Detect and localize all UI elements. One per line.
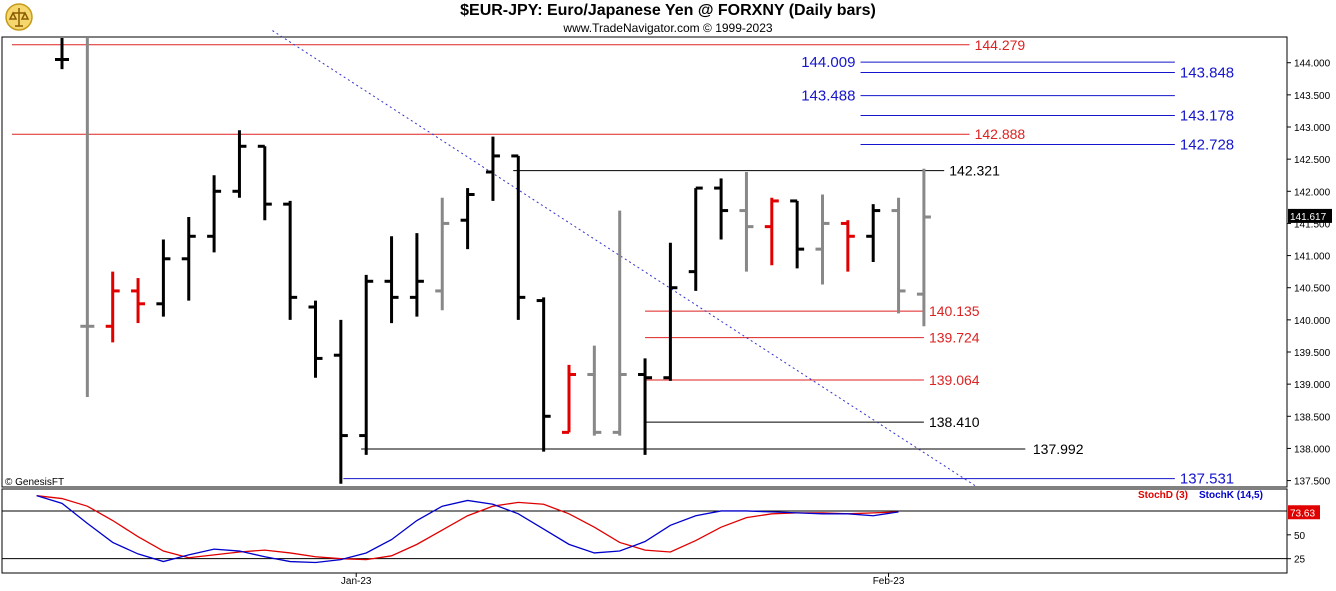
time-axis: Jan-23 Feb-23	[341, 573, 905, 587]
level-label: 139.064	[929, 372, 980, 388]
price-axis-tick-label: 141.000	[1294, 252, 1331, 263]
stochastic-value-box	[1288, 505, 1320, 520]
price-axis-tick-label: 143.000	[1294, 123, 1331, 134]
level-label: 143.178	[1180, 108, 1234, 125]
level-label: 144.279	[975, 37, 1026, 53]
level-label: 138.410	[929, 414, 980, 430]
chart-title: $EUR-JPY: Euro/Japanese Yen @ FORXNY (Da…	[460, 2, 876, 19]
level-label: 142.321	[949, 163, 1000, 179]
level-label: 140.135	[929, 303, 980, 319]
tradenavigator-logo-icon	[5, 3, 33, 31]
price-axis-tick-label: 142.000	[1294, 187, 1331, 198]
last-price-label: 141.617	[1290, 212, 1327, 223]
level-label: 143.848	[1180, 64, 1234, 81]
stochastic-series-line	[36, 495, 899, 561]
time-axis-label: Jan-23	[341, 576, 372, 587]
price-axis-tick-label: 143.500	[1294, 91, 1331, 102]
trend-line	[272, 30, 978, 488]
price-axis-tick-label: 139.500	[1294, 348, 1331, 359]
chart-subtitle: www.TradeNavigator.com © 1999-2023	[563, 21, 773, 35]
stochastic-axis-tick-label: 25	[1294, 555, 1306, 566]
price-axis-tick-label: 140.000	[1294, 316, 1331, 327]
last-price-box	[1288, 208, 1332, 223]
price-panel: 137.500 138.000 138.500 139.000 139.500 140.0…	[1, 30, 1332, 488]
level-label: 142.728	[1180, 136, 1234, 153]
stochastic-series-line	[36, 495, 899, 564]
stochastic-axis-tick-label: 50	[1294, 531, 1306, 542]
stochastic-panel-frame	[1, 488, 1288, 574]
time-axis-label: Feb-23	[873, 576, 905, 587]
level-label: 144.009	[801, 54, 855, 71]
legend-stochk: StochK (14,5)	[1199, 490, 1263, 501]
price-axis-tick-label: 140.500	[1294, 284, 1331, 295]
level-label: 142.888	[975, 126, 1026, 142]
stochastic-value-label: 73.63	[1290, 508, 1315, 519]
price-axis-tick-label: 138.000	[1294, 444, 1331, 455]
price-axis-tick-label: 139.000	[1294, 380, 1331, 391]
price-axis-tick-label: 138.500	[1294, 412, 1331, 423]
price-panel-frame	[1, 36, 1288, 488]
price-axis-tick-label: 144.000	[1294, 59, 1331, 70]
level-label: 143.488	[801, 88, 855, 105]
legend-stochd: StochD (3)	[1138, 490, 1188, 501]
chart-header: $EUR-JPY: Euro/Japanese Yen @ FORXNY (Da…	[0, 0, 1336, 36]
level-label: 137.992	[1033, 441, 1084, 457]
level-label: 139.724	[929, 330, 980, 346]
stochastic-panel: 25 50 StochD (3) StochK (14,5) 73.63	[1, 488, 1320, 574]
price-axis-tick-label: 141.500	[1294, 219, 1331, 230]
level-label: 137.531	[1180, 471, 1234, 488]
data-credit: © GenesisFT	[5, 477, 64, 488]
price-axis-tick-label: 142.500	[1294, 155, 1331, 166]
price-axis-tick-label: 137.500	[1294, 477, 1331, 488]
